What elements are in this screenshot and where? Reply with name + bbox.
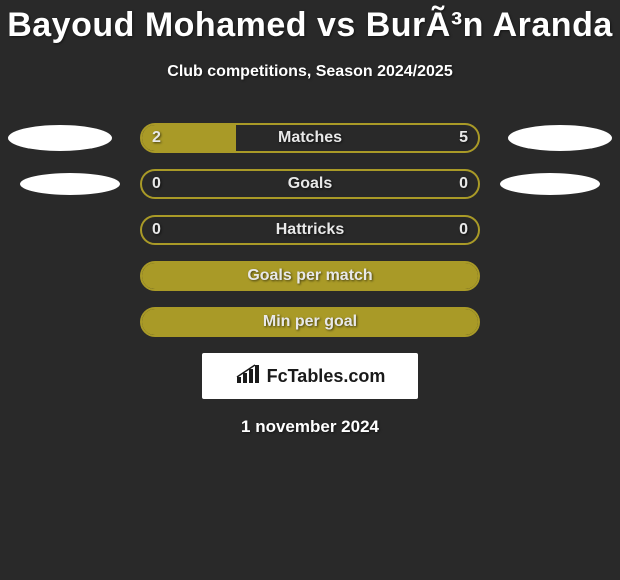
stat-row: 0 Goals 0 — [0, 169, 620, 199]
stat-bar: 0 Goals 0 — [140, 169, 480, 199]
stat-bar: Goals per match — [140, 261, 480, 291]
player-ellipse-left — [8, 125, 112, 151]
bar-chart-icon — [235, 363, 261, 390]
page-title: Bayoud Mohamed vs BurÃ³n Aranda — [0, 0, 620, 45]
stat-row: Goals per match — [0, 261, 620, 291]
stat-label: Hattricks — [142, 217, 478, 243]
stat-bar: 0 Hattricks 0 — [140, 215, 480, 245]
stat-value-right: 5 — [459, 125, 468, 151]
date-text: 1 november 2024 — [0, 417, 620, 437]
stat-label: Matches — [142, 125, 478, 151]
page-subtitle: Club competitions, Season 2024/2025 — [0, 63, 620, 81]
stat-bar: 2 Matches 5 — [140, 123, 480, 153]
player-ellipse-right — [500, 173, 600, 195]
stat-value-right: 0 — [459, 171, 468, 197]
player-ellipse-right — [508, 125, 612, 151]
stat-label: Min per goal — [142, 309, 478, 335]
stat-bar: Min per goal — [140, 307, 480, 337]
stat-label: Goals per match — [142, 263, 478, 289]
stat-row: 0 Hattricks 0 — [0, 215, 620, 245]
player-ellipse-left — [20, 173, 120, 195]
stat-label: Goals — [142, 171, 478, 197]
logo-box: FcTables.com — [202, 353, 418, 399]
stat-row: 2 Matches 5 — [0, 123, 620, 153]
stat-rows: 2 Matches 5 0 Goals 0 0 Hattricks 0 Goal… — [0, 123, 620, 337]
stat-row: Min per goal — [0, 307, 620, 337]
logo-text: FcTables.com — [267, 366, 386, 387]
stat-value-right: 0 — [459, 217, 468, 243]
